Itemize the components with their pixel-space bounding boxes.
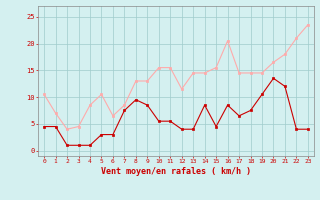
X-axis label: Vent moyen/en rafales ( km/h ): Vent moyen/en rafales ( km/h ) [101,167,251,176]
